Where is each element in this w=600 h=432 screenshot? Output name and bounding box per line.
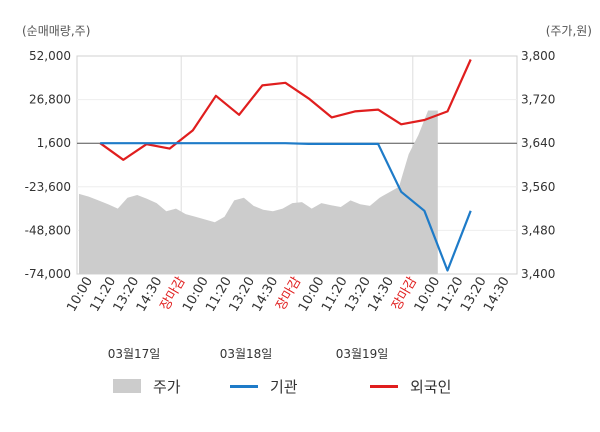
right-tick-label: 3,560 [521,180,555,194]
left-tick-label: 26,800 [29,93,71,107]
legend-swatch-price [113,379,141,393]
legend-swatch-institution [230,384,258,388]
right-tick-label: 3,480 [521,223,555,237]
left-tick-label: -74,000 [25,267,71,281]
legend-label-institution: 기관 [270,377,298,396]
legend-label-foreign: 외국인 [410,377,452,396]
legend-item-institution: 기관 [230,374,298,398]
day-label: 03월19일 [336,347,389,361]
legend-label-price: 주가 [153,377,181,396]
legend: 주가 기관 외국인 [0,374,600,398]
left-tick-label: -48,800 [25,223,71,237]
right-tick-label: 3,400 [521,267,555,281]
legend-swatch-foreign [370,384,398,388]
left-axis-unit: (순매매량,주) [22,24,91,38]
right-tick-label: 3,720 [521,93,555,107]
right-axis-unit: (주가,원) [545,24,592,38]
day-label: 03월18일 [220,347,273,361]
foreign-line [99,59,472,161]
day-label: 03월17일 [108,347,161,361]
right-tick-label: 3,640 [521,136,555,150]
legend-item-price: 주가 [113,374,181,398]
right-tick-label: 3,800 [521,49,555,63]
legend-item-foreign: 외국인 [370,374,451,398]
institution-line [100,142,472,272]
left-tick-label: -23,600 [25,180,71,194]
price-area [79,110,438,274]
left-tick-label: 52,000 [29,49,71,63]
left-tick-label: 1,600 [37,136,71,150]
